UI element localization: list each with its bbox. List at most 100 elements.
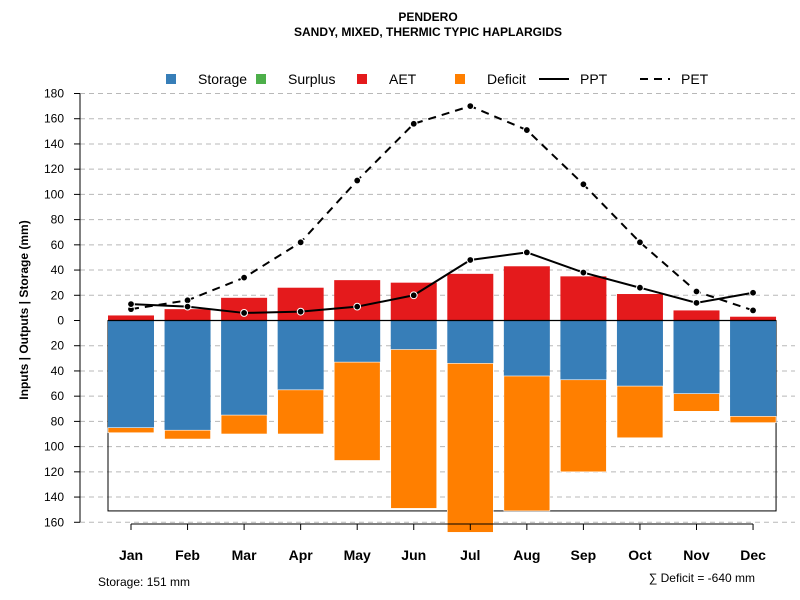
deficit-bar (107, 427, 155, 434)
gridlines (80, 93, 795, 523)
aet-bar (108, 315, 154, 321)
y-tick-label: 160 (44, 515, 64, 529)
legend-label-ppt: PPT (580, 71, 608, 87)
deficit-bar (729, 416, 777, 423)
pet-point (240, 273, 249, 282)
ppt-point (749, 288, 757, 297)
y-tick-label: 120 (44, 465, 64, 479)
ppt-point (296, 307, 305, 316)
aet-bar (560, 276, 607, 321)
deficit-total-footnote: ∑ Deficit = -640 mm (649, 571, 755, 585)
storage-bar (673, 320, 720, 394)
storage-bar (277, 320, 324, 390)
chart-title: PENDERO (398, 10, 457, 24)
deficit-bar (390, 349, 438, 509)
storage-bar (221, 320, 268, 416)
y-tick-label: 20 (51, 339, 65, 353)
ppt-line (130, 251, 754, 314)
legend-label-deficit: Deficit (487, 71, 526, 87)
legend-swatch-deficit (455, 74, 465, 84)
deficit-bar (446, 363, 494, 533)
pet-point (692, 287, 701, 296)
pet-point (409, 119, 418, 128)
legend-swatch-surplus (256, 74, 266, 84)
ppt-point (127, 300, 135, 309)
y-tick-label: 80 (51, 414, 65, 428)
ppt-point (636, 283, 644, 292)
deficit-bar (333, 361, 381, 461)
pet-point (353, 176, 362, 185)
legend-swatch-aet (357, 74, 367, 84)
aet-bar (164, 309, 211, 321)
y-tick-label: 180 (44, 87, 64, 101)
month-label: Aug (513, 547, 540, 563)
ppt-point (409, 291, 418, 300)
legend-label-storage: Storage (198, 71, 247, 87)
aet-bar (334, 280, 381, 321)
y-tick-label: 80 (51, 213, 65, 227)
legend-swatch-storage (166, 74, 176, 84)
ppt-point (183, 302, 192, 311)
ppt-point (522, 248, 531, 257)
y-tick-label: 20 (51, 288, 65, 302)
legend-label-aet: AET (389, 71, 417, 87)
y-tick-label: 60 (51, 238, 65, 252)
storage-bar (616, 320, 663, 387)
deficit-bar (277, 389, 324, 435)
y-tick-label: 100 (44, 187, 64, 201)
deficit-bar (164, 429, 211, 440)
y-tick-label: 40 (51, 263, 65, 277)
axes: 180 160 140 120 100 80 60 40 20 0 20 40 60 80 100 120 14… (44, 87, 766, 563)
y-tick-label: 140 (44, 137, 64, 151)
ppt-point (466, 256, 475, 264)
y-tick-label: 160 (44, 112, 64, 126)
deficit-bar (220, 414, 268, 435)
pet-point (522, 126, 531, 134)
storage-bar (503, 320, 550, 376)
month-label: Apr (289, 547, 314, 563)
ppt-point (353, 302, 362, 311)
y-tick-label: 120 (44, 162, 64, 176)
aet-bar (673, 310, 720, 321)
storage-bar (390, 320, 437, 350)
storage-bar (730, 320, 777, 417)
month-label: Feb (175, 547, 200, 563)
storage-bar (108, 320, 154, 428)
ppt-point (240, 309, 249, 317)
legend-label-surplus: Surplus (288, 71, 335, 87)
month-label: Nov (683, 547, 710, 563)
month-label: May (344, 547, 371, 563)
pet-point (296, 238, 305, 247)
aet-bar (730, 316, 777, 321)
month-label: Mar (232, 547, 257, 563)
month-label: Jun (401, 547, 426, 563)
deficit-bar (503, 375, 551, 512)
aet-bar (503, 266, 550, 321)
pet-point (183, 296, 192, 305)
bar-marks (107, 266, 777, 533)
deficit-bar (560, 379, 607, 473)
storage-footnote: Storage: 151 mm (98, 575, 190, 589)
pet-point (466, 102, 475, 111)
legend-label-pet: PET (681, 71, 709, 87)
month-label: Dec (740, 547, 766, 563)
aet-bar (277, 287, 324, 321)
storage-bar (560, 320, 607, 380)
y-tick-label: 60 (51, 389, 65, 403)
pet-point (749, 306, 757, 315)
chart-subtitle: SANDY, MIXED, THERMIC TYPIC HAPLARGIDS (294, 25, 562, 39)
y-tick-label: 100 (44, 440, 64, 454)
month-label: Jan (119, 547, 143, 563)
y-tick-label: 0 (57, 314, 64, 328)
y-axis-label: Inputs | Outputs | Storage (mm) (17, 220, 31, 399)
month-label: Jul (460, 547, 480, 563)
line-marks (127, 102, 757, 317)
aet-bar (616, 294, 663, 321)
pet-point (579, 180, 588, 189)
y-tick-label: 140 (44, 490, 64, 504)
month-label: Oct (628, 547, 652, 563)
aet-bar (390, 282, 437, 321)
legend: Storage Surplus AET Deficit PPT PET (166, 71, 709, 87)
aet-bar (447, 273, 494, 321)
